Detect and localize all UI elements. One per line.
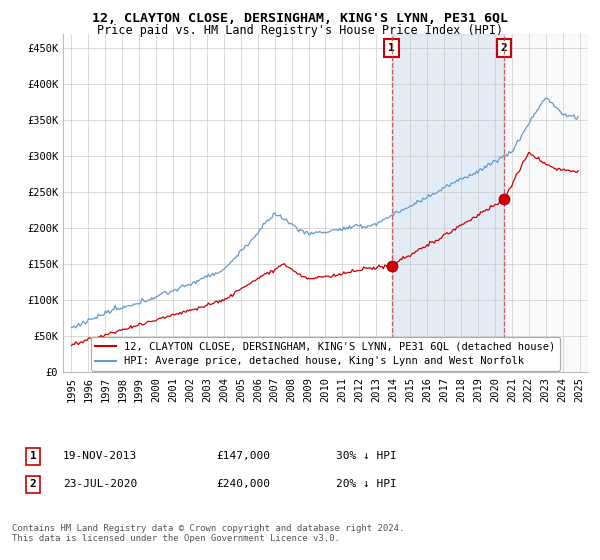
Text: 12, CLAYTON CLOSE, DERSINGHAM, KING'S LYNN, PE31 6QL: 12, CLAYTON CLOSE, DERSINGHAM, KING'S LY… — [92, 12, 508, 25]
Text: 2: 2 — [501, 43, 508, 53]
Text: 2: 2 — [29, 479, 37, 489]
Bar — [392, 34, 504, 372]
Text: 1: 1 — [388, 43, 395, 53]
Text: 30% ↓ HPI: 30% ↓ HPI — [336, 451, 397, 461]
Text: Contains HM Land Registry data © Crown copyright and database right 2024.
This d: Contains HM Land Registry data © Crown c… — [12, 524, 404, 543]
Bar — [504, 34, 588, 372]
Text: £147,000: £147,000 — [216, 451, 270, 461]
Text: 1: 1 — [29, 451, 37, 461]
Text: £240,000: £240,000 — [216, 479, 270, 489]
Text: Price paid vs. HM Land Registry's House Price Index (HPI): Price paid vs. HM Land Registry's House … — [97, 24, 503, 37]
Text: 20% ↓ HPI: 20% ↓ HPI — [336, 479, 397, 489]
Text: 23-JUL-2020: 23-JUL-2020 — [63, 479, 137, 489]
Text: 19-NOV-2013: 19-NOV-2013 — [63, 451, 137, 461]
Legend: 12, CLAYTON CLOSE, DERSINGHAM, KING'S LYNN, PE31 6QL (detached house), HPI: Aver: 12, CLAYTON CLOSE, DERSINGHAM, KING'S LY… — [91, 337, 560, 371]
